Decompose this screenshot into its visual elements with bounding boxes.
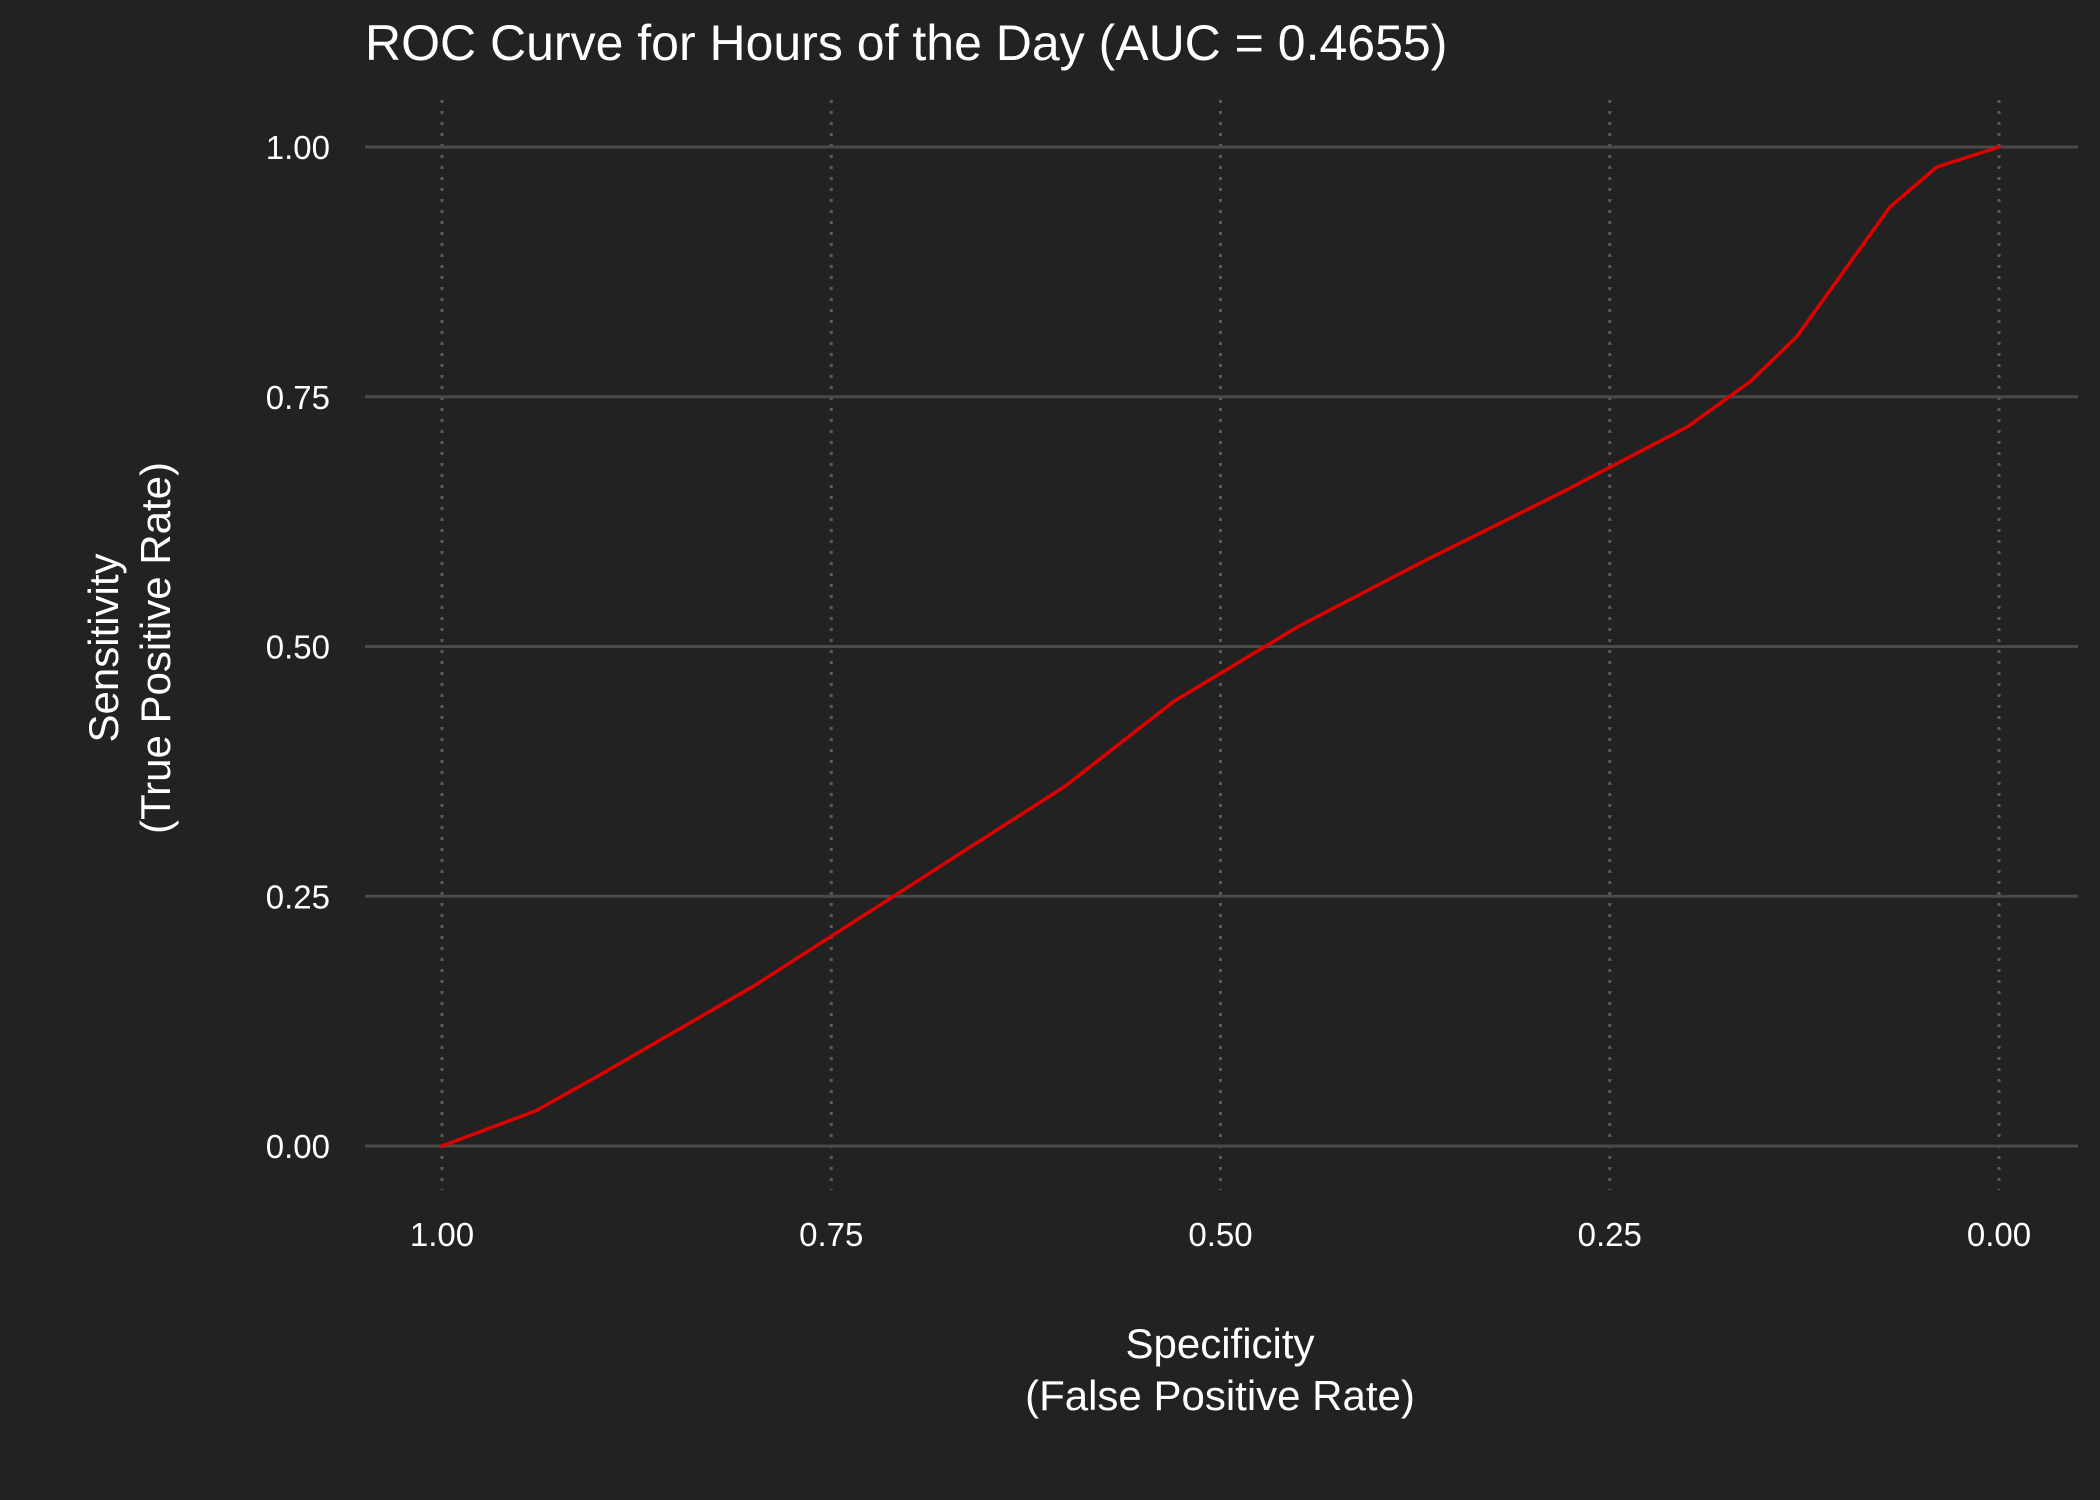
x-tick-label: 1.00 [410, 1216, 474, 1253]
chart-title: ROC Curve for Hours of the Day (AUC = 0.… [365, 15, 1447, 71]
series-layer [440, 145, 2001, 1148]
x-tick-label: 0.75 [799, 1216, 863, 1253]
roc-curve-line [440, 145, 2001, 1148]
y-tick-label: 0.50 [266, 629, 330, 666]
x-axis-title-line2: (False Positive Rate) [1025, 1372, 1415, 1419]
x-tick-label: 0.25 [1578, 1216, 1642, 1253]
y-tick-label: 0.00 [266, 1128, 330, 1165]
y-tick-label: 0.75 [266, 379, 330, 416]
x-axis-title-line1: Specificity [1125, 1320, 1314, 1367]
x-axis-ticks: 1.00 0.75 0.50 0.25 0.00 [410, 1216, 2031, 1253]
y-axis-title-line2: (True Positive Rate) [132, 462, 179, 834]
y-axis-ticks: 0.00 0.25 0.50 0.75 1.00 [266, 129, 330, 1165]
grid [365, 100, 2078, 1190]
y-axis-title-line1: Sensitivity [80, 553, 127, 742]
x-tick-label: 0.00 [1967, 1216, 2031, 1253]
y-axis-title: Sensitivity (True Positive Rate) [80, 462, 179, 834]
x-tick-label: 0.50 [1188, 1216, 1252, 1253]
y-tick-label: 1.00 [266, 129, 330, 166]
y-tick-label: 0.25 [266, 878, 330, 915]
